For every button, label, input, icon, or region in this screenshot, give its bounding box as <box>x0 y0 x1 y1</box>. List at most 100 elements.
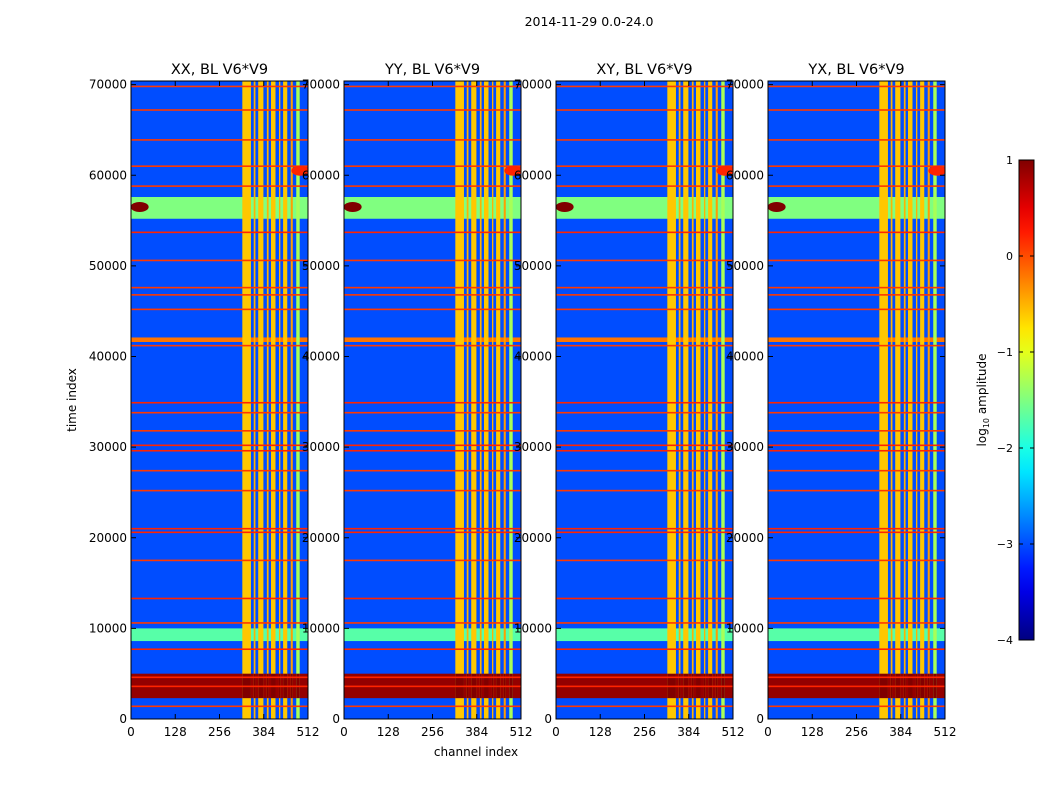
channel-band <box>691 81 694 719</box>
time-line <box>131 597 308 600</box>
channel-band <box>920 81 925 719</box>
time-line <box>556 705 733 708</box>
time-line <box>131 286 308 289</box>
time-line <box>768 139 945 141</box>
time-line <box>131 85 308 88</box>
channel-band <box>496 81 501 719</box>
time-band <box>556 197 733 219</box>
channel-band <box>491 81 494 719</box>
heatmap-image <box>131 81 308 719</box>
channel-band <box>296 81 300 719</box>
time-line <box>768 531 945 534</box>
time-line <box>344 559 521 562</box>
channel-band <box>283 81 288 719</box>
time-line <box>344 401 521 404</box>
panel-xx: XX, BL V6*V9 0 128 256 384 512 0 10000 20000 3000… <box>89 62 320 739</box>
figure-suptitle: 2014-11-29 0.0-24.0 <box>525 14 654 29</box>
time-line <box>768 286 945 289</box>
time-line <box>768 259 945 262</box>
hotspot <box>504 165 521 176</box>
time-line <box>131 259 308 262</box>
heatmap-panels: XX, BL V6*V9 0 128 256 384 512 0 10000 20000 3000… <box>89 62 957 739</box>
time-line <box>344 185 521 187</box>
panel-title: YX, BL V6*V9 <box>807 62 904 78</box>
time-line <box>556 286 733 289</box>
channel-band <box>278 81 281 719</box>
time-line <box>768 559 945 562</box>
colorbar: 1 0 −1 −2 −3 −4 log10 amplitude <box>975 154 1035 647</box>
y-tick-label: 40000 <box>514 350 552 364</box>
channel-band <box>271 81 276 719</box>
channel-band <box>466 81 469 719</box>
x-tick-label: 512 <box>510 725 533 739</box>
time-line <box>768 109 945 111</box>
time-line <box>556 527 733 530</box>
time-line <box>344 286 521 289</box>
time-line <box>131 531 308 534</box>
y-tick-label: 30000 <box>726 440 764 454</box>
y-tick-label: 60000 <box>89 168 127 182</box>
time-line <box>344 308 521 311</box>
y-tick-label: 60000 <box>302 168 340 182</box>
time-line <box>344 469 521 472</box>
heatmap-background <box>131 81 308 719</box>
channel-band <box>503 81 506 719</box>
hotspot <box>291 165 308 176</box>
y-tick-label: 0 <box>756 712 764 726</box>
channel-band <box>290 81 293 719</box>
time-line <box>556 430 733 432</box>
time-line <box>344 648 521 651</box>
y-tick-label: 10000 <box>302 621 340 635</box>
time-line <box>344 597 521 600</box>
channel-band <box>933 81 937 719</box>
time-line <box>556 559 733 562</box>
channel-band <box>471 81 477 719</box>
y-tick-label: 40000 <box>726 350 764 364</box>
time-line <box>556 449 733 452</box>
time-line <box>556 85 733 88</box>
x-tick-label: 512 <box>722 725 745 739</box>
time-line <box>556 259 733 262</box>
channel-band <box>455 81 464 719</box>
y-tick-label: 70000 <box>514 78 552 92</box>
colorbar-tick-label: −1 <box>997 346 1013 359</box>
y-tick-label: 0 <box>119 712 127 726</box>
time-line <box>556 294 733 296</box>
time-line <box>768 308 945 311</box>
y-tick-label: 20000 <box>514 531 552 545</box>
y-tick-label: 60000 <box>726 168 764 182</box>
y-tick-label: 30000 <box>302 440 340 454</box>
time-line <box>768 685 945 688</box>
time-line <box>131 411 308 414</box>
time-line <box>556 648 733 651</box>
colorbar-tick-label: 0 <box>1006 250 1013 263</box>
time-line <box>556 109 733 111</box>
time-line <box>131 109 308 111</box>
time-line <box>768 489 945 492</box>
time-line <box>344 685 521 688</box>
y-tick-label: 70000 <box>89 78 127 92</box>
time-line <box>556 622 733 624</box>
time-line <box>131 308 308 311</box>
heatmap-background <box>556 81 733 719</box>
time-line <box>344 527 521 530</box>
time-line <box>131 705 308 708</box>
y-tick-label: 10000 <box>514 621 552 635</box>
y-tick-label: 0 <box>544 712 552 726</box>
hotspot <box>131 201 149 212</box>
channel-band <box>721 81 725 719</box>
time-line <box>768 344 945 347</box>
channel-band <box>242 81 251 719</box>
x-tick-label: 256 <box>421 725 444 739</box>
panel-title: YY, BL V6*V9 <box>384 62 480 78</box>
time-line <box>131 444 308 447</box>
colorbar-label: log10 amplitude <box>975 354 991 447</box>
hotspot <box>928 165 945 176</box>
x-tick-label: 512 <box>297 725 320 739</box>
x-tick-label: 384 <box>465 725 488 739</box>
panel-yy: YY, BL V6*V9 0 128 256 384 512 0 10000 20000 3000… <box>302 62 533 739</box>
panel-yx: YX, BL V6*V9 0 128 256 384 512 0 10000 20000 3000… <box>726 62 957 739</box>
channel-band <box>908 81 913 719</box>
channel-band <box>903 81 906 719</box>
channel-band <box>266 81 269 719</box>
